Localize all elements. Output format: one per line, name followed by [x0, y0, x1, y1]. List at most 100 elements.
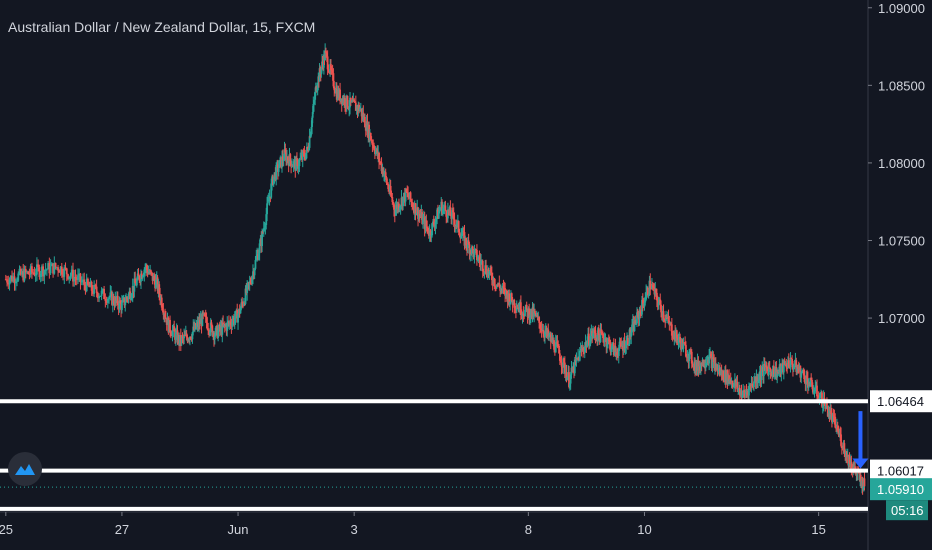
candle-body: [140, 273, 143, 279]
candle-body: [802, 369, 805, 376]
candle-body: [591, 330, 594, 336]
candle-body: [611, 343, 614, 350]
candle-body: [112, 296, 115, 304]
candle-body: [617, 348, 620, 357]
candle-body: [568, 383, 571, 387]
x-tick-label: 25: [0, 522, 13, 537]
candle-body: [63, 267, 66, 277]
candle-body: [327, 69, 330, 72]
candle-body: [578, 350, 581, 361]
candle-body: [791, 358, 794, 365]
candle-body: [485, 265, 487, 274]
candle-body: [349, 97, 352, 103]
candle-body: [418, 214, 421, 216]
candle-body: [195, 325, 198, 329]
candle-body: [848, 456, 851, 464]
candle-body: [821, 405, 824, 407]
candle-body: [476, 259, 479, 261]
candle-body: [856, 472, 858, 474]
candle-body: [310, 126, 313, 132]
candle-body: [785, 364, 788, 368]
candle-body: [95, 286, 98, 293]
candle-body: [295, 159, 298, 171]
candle-body: [188, 339, 191, 341]
candle-body: [371, 141, 374, 146]
candle-body: [283, 149, 286, 161]
candle-body: [457, 221, 460, 233]
candle-body: [73, 276, 76, 282]
candle-body: [186, 337, 189, 342]
candle-body: [333, 86, 336, 91]
candle-body: [780, 365, 783, 374]
candle-body: [638, 311, 641, 320]
candle-body: [409, 192, 412, 201]
candle-body: [421, 212, 424, 225]
candle-body: [712, 357, 715, 360]
candle-body: [77, 275, 79, 280]
candle-body: [129, 291, 132, 300]
candle-body: [322, 54, 325, 68]
candle-body: [374, 150, 377, 154]
candle-body: [359, 108, 361, 111]
candle-body: [563, 358, 565, 363]
candle-body: [270, 183, 273, 198]
candle-body: [234, 311, 237, 319]
candle-body: [369, 133, 372, 141]
candle-body: [277, 167, 280, 172]
candle-body: [414, 203, 417, 215]
candle-body: [70, 269, 73, 276]
candle-body: [500, 288, 503, 290]
candle-body: [709, 354, 712, 356]
candle-body: [716, 364, 719, 372]
candle-body: [683, 342, 686, 344]
candle-body: [777, 370, 780, 372]
candle-body: [625, 341, 628, 349]
candle-body: [814, 386, 817, 392]
x-tick-label: 10: [637, 522, 651, 537]
candle-body: [490, 272, 493, 281]
candle-body: [349, 97, 351, 108]
candle-body: [514, 307, 516, 309]
candle-body: [722, 370, 725, 380]
candle-body: [655, 288, 657, 293]
candle-body: [311, 117, 313, 127]
candle-body: [84, 284, 87, 292]
candle-body: [239, 308, 242, 314]
tradingview-logo-button[interactable]: [8, 452, 42, 486]
candle-body: [623, 340, 626, 351]
candle-body: [603, 339, 606, 342]
candle-body: [155, 279, 157, 289]
candle-body: [308, 136, 311, 148]
candle-body: [830, 410, 832, 415]
candle-body: [59, 266, 62, 273]
candle-body: [471, 246, 474, 250]
candle-body: [417, 207, 419, 219]
candle-body: [376, 148, 379, 157]
candle-body: [839, 433, 842, 435]
candle-body: [242, 302, 245, 306]
candle-body: [631, 324, 633, 333]
candle-body: [331, 70, 334, 74]
candle-body: [756, 376, 759, 383]
candle-body: [135, 279, 138, 286]
candle-body: [346, 95, 349, 108]
candle-body: [482, 271, 485, 273]
candle-body: [358, 105, 361, 111]
candle-body: [522, 313, 525, 316]
candle-body: [99, 295, 102, 297]
candle-body: [82, 279, 84, 282]
candle-body: [7, 282, 10, 285]
candle-body: [289, 154, 292, 162]
candle-body: [429, 230, 432, 236]
candle-body: [91, 290, 94, 294]
candle-body: [599, 329, 602, 343]
candle-body: [481, 260, 484, 272]
candle-body: [116, 295, 119, 306]
candle-body: [529, 317, 531, 320]
candle-body: [330, 64, 332, 71]
candle-body: [38, 267, 41, 277]
candle-body: [556, 341, 559, 345]
candle-body: [594, 333, 597, 338]
candle-body: [303, 152, 306, 157]
